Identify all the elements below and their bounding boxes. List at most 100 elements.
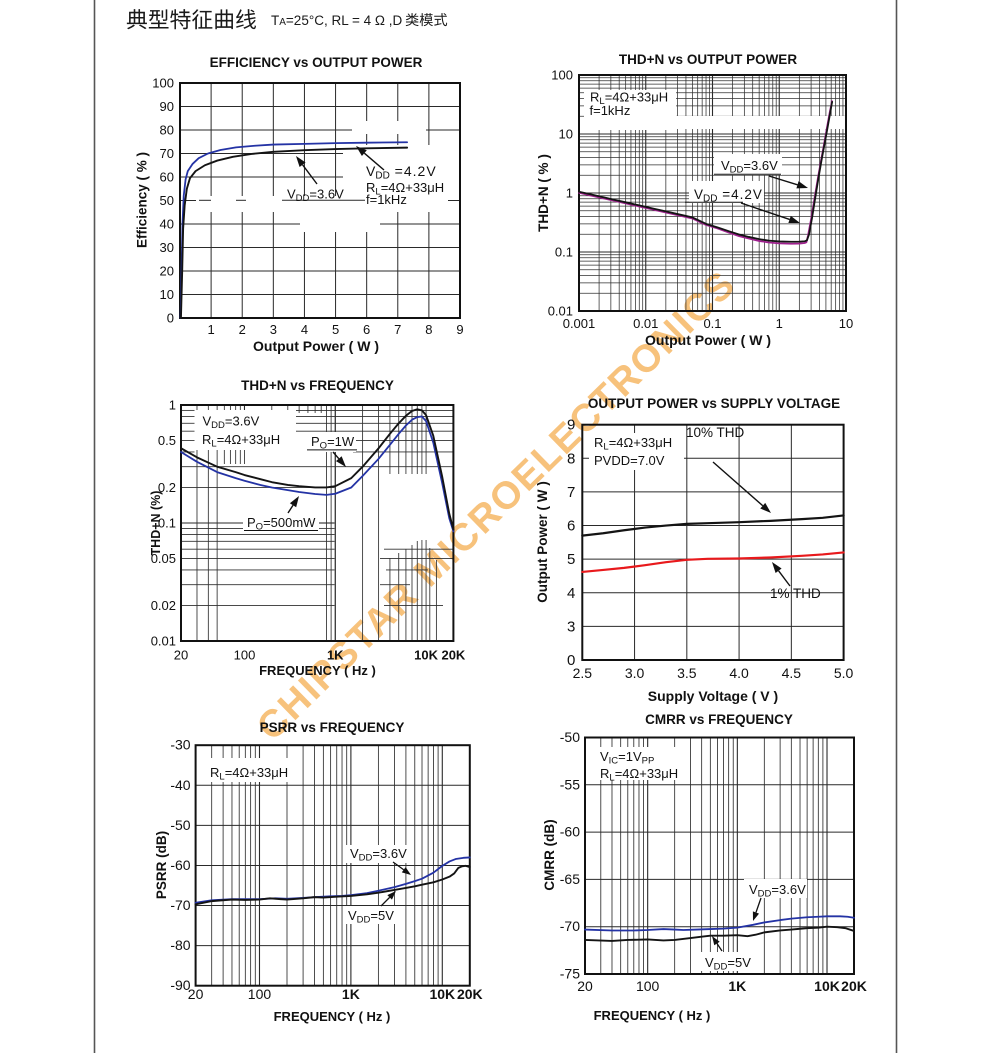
svg-text:-60: -60	[170, 857, 190, 873]
svg-text:3.5: 3.5	[677, 665, 697, 681]
svg-text:10: 10	[559, 127, 573, 142]
svg-text:2.5: 2.5	[573, 665, 593, 681]
svg-text:f=1kHz: f=1kHz	[366, 192, 407, 207]
svg-text:20: 20	[577, 978, 593, 994]
svg-text:Efficiency ( % ): Efficiency ( % )	[135, 152, 150, 248]
svg-text:VDD=5V: VDD=5V	[348, 908, 394, 926]
svg-text:Output Power ( W ): Output Power ( W )	[535, 481, 550, 602]
svg-text:4: 4	[567, 585, 575, 602]
svg-text:70: 70	[160, 146, 174, 161]
svg-text:-30: -30	[170, 737, 190, 753]
svg-text:30: 30	[160, 240, 174, 255]
svg-text:0.01: 0.01	[633, 316, 658, 331]
svg-text:20: 20	[174, 648, 188, 663]
svg-text:-50: -50	[560, 729, 580, 745]
svg-text:10: 10	[839, 316, 853, 331]
svg-text:EFFICIENCY vs OUTPUT POWER: EFFICIENCY vs OUTPUT POWER	[210, 55, 423, 70]
svg-text:6: 6	[363, 322, 370, 337]
svg-text:0.02: 0.02	[151, 598, 176, 613]
svg-text:PO=500mW: PO=500mW	[247, 515, 316, 533]
svg-text:10K: 10K	[429, 986, 455, 1002]
svg-text:5: 5	[567, 551, 575, 568]
svg-text:VDD=3.6V: VDD=3.6V	[287, 187, 344, 205]
svg-text:RL=4Ω+33μH: RL=4Ω+33μH	[600, 766, 678, 784]
svg-text:0: 0	[167, 311, 174, 326]
svg-text:CMRR vs FREQUENCY: CMRR vs FREQUENCY	[645, 712, 793, 727]
svg-text:20K: 20K	[841, 978, 867, 994]
svg-text:-90: -90	[170, 977, 190, 993]
svg-text:0.01: 0.01	[548, 304, 573, 319]
svg-text:20K: 20K	[457, 986, 483, 1002]
svg-text:0.1: 0.1	[703, 316, 721, 331]
svg-text:7: 7	[567, 484, 575, 501]
svg-text:PSRR vs FREQUENCY: PSRR vs FREQUENCY	[260, 720, 405, 735]
svg-text:4.0: 4.0	[729, 665, 749, 681]
svg-text:PVDD=7.0V: PVDD=7.0V	[594, 453, 665, 468]
svg-text:-75: -75	[560, 966, 580, 982]
svg-text:OUTPUT POWER vs SUPPLY VOLTAGE: OUTPUT POWER vs SUPPLY VOLTAGE	[588, 396, 840, 411]
svg-text:3: 3	[567, 618, 575, 635]
svg-text:1K: 1K	[728, 978, 746, 994]
svg-text:VDD=3.6V: VDD=3.6V	[350, 846, 407, 864]
svg-text:3.0: 3.0	[625, 665, 645, 681]
svg-text:2: 2	[239, 322, 246, 337]
svg-text:50: 50	[160, 193, 174, 208]
svg-text:1K: 1K	[342, 986, 360, 1002]
svg-text:80: 80	[160, 123, 174, 138]
svg-text:60: 60	[160, 170, 174, 185]
svg-text:10: 10	[160, 287, 174, 302]
svg-text:VDD=3.6V: VDD=3.6V	[203, 414, 260, 432]
svg-text:PO=1W: PO=1W	[311, 434, 355, 452]
svg-text:0.05: 0.05	[151, 551, 176, 566]
svg-text:4: 4	[301, 322, 308, 337]
svg-text:3: 3	[270, 322, 277, 337]
svg-text:CMRR (dB): CMRR (dB)	[542, 819, 557, 890]
svg-text:THD+N vs OUTPUT POWER: THD+N vs OUTPUT POWER	[619, 52, 797, 67]
svg-text:20: 20	[188, 986, 204, 1002]
svg-text:0.001: 0.001	[563, 316, 596, 331]
svg-text:0: 0	[567, 652, 575, 669]
svg-text:7: 7	[394, 322, 401, 337]
svg-text:8: 8	[425, 322, 432, 337]
svg-text:0.2: 0.2	[158, 480, 176, 495]
svg-text:-70: -70	[170, 897, 190, 913]
svg-text:VDD=3.6V: VDD=3.6V	[721, 158, 778, 176]
svg-text:VDD=5V: VDD=5V	[705, 955, 751, 973]
svg-text:100: 100	[234, 648, 256, 663]
svg-text:1K: 1K	[327, 648, 344, 663]
svg-text:RL=4Ω+33μH: RL=4Ω+33μH	[210, 765, 288, 783]
svg-text:0.1: 0.1	[555, 245, 573, 260]
svg-text:THD+N ( % ): THD+N ( % )	[536, 154, 551, 232]
svg-text:Supply Voltage ( V ): Supply Voltage ( V )	[648, 688, 778, 704]
svg-text:9: 9	[567, 417, 575, 434]
svg-text:FREQUENCY ( Hz ): FREQUENCY ( Hz )	[274, 1009, 391, 1024]
svg-text:100: 100	[248, 986, 272, 1002]
svg-text:8: 8	[567, 450, 575, 467]
svg-text:-70: -70	[560, 918, 580, 934]
svg-text:100: 100	[636, 978, 660, 994]
svg-text:-50: -50	[170, 817, 190, 833]
svg-text:100: 100	[152, 76, 174, 91]
svg-text:0.5: 0.5	[158, 433, 176, 448]
svg-text:-40: -40	[170, 777, 190, 793]
svg-text:THD+N (%): THD+N (%)	[149, 491, 163, 556]
svg-text:9: 9	[456, 322, 463, 337]
svg-text:20K: 20K	[441, 648, 465, 663]
svg-text:VDD=3.6V: VDD=3.6V	[749, 882, 806, 900]
svg-text:6: 6	[567, 518, 575, 535]
svg-text:1: 1	[169, 398, 176, 413]
svg-text:5.0: 5.0	[834, 665, 854, 681]
svg-text:-60: -60	[560, 824, 580, 840]
svg-text:0.01: 0.01	[151, 634, 176, 649]
svg-text:5: 5	[332, 322, 339, 337]
svg-text:f=1kHz: f=1kHz	[590, 103, 631, 118]
svg-text:-80: -80	[170, 937, 190, 953]
svg-text:TA=25°C, RL = 4 Ω ,D: TA=25°C, RL = 4 Ω ,D	[271, 13, 402, 28]
svg-text:100: 100	[551, 68, 573, 83]
svg-text:10K: 10K	[814, 978, 840, 994]
svg-text:RL=4Ω+33μH: RL=4Ω+33μH	[202, 432, 280, 450]
svg-text:RL=4Ω+33μH: RL=4Ω+33μH	[590, 90, 668, 108]
svg-text:1% THD: 1% THD	[770, 586, 821, 601]
svg-text:RL=4Ω+33μH: RL=4Ω+33μH	[594, 435, 672, 453]
svg-text:1: 1	[776, 316, 783, 331]
